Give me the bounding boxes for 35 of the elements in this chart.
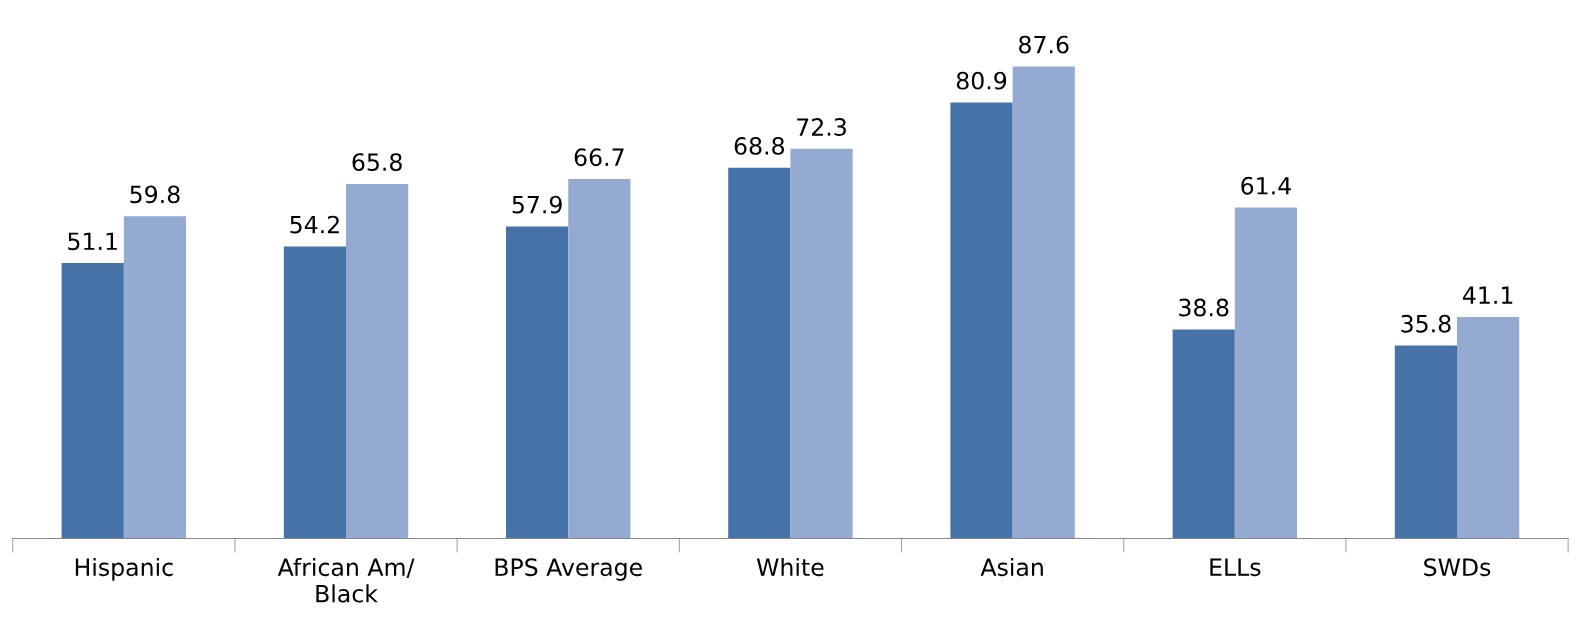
data-label: 72.3 xyxy=(797,118,846,136)
bar xyxy=(506,226,569,539)
x-tick-label: Hispanic xyxy=(75,557,173,581)
data-label: 41.1 xyxy=(1463,286,1513,304)
data-label: 68.8 xyxy=(734,136,784,155)
x-tick-label: African Am/ Black xyxy=(277,557,415,603)
x-tick-label: Asian xyxy=(980,557,1043,577)
bar xyxy=(1457,316,1520,539)
bar xyxy=(728,167,791,539)
data-label: 38.8 xyxy=(1179,298,1229,317)
x-tick-label: White xyxy=(756,557,824,577)
data-label: 80.9 xyxy=(956,71,1007,90)
data-label: 51.1 xyxy=(68,232,117,251)
x-tick-label: BPS Average xyxy=(495,558,642,581)
bar xyxy=(1012,66,1075,539)
bar xyxy=(1394,345,1458,539)
data-label: 57.9 xyxy=(512,195,562,214)
bar xyxy=(790,148,853,539)
bar xyxy=(568,179,631,539)
data-label: 35.8 xyxy=(1401,314,1451,333)
data-label: 87.6 xyxy=(1019,35,1069,54)
data-label: 61.4 xyxy=(1241,176,1291,195)
bar xyxy=(283,246,347,539)
data-label: 66.7 xyxy=(574,148,624,167)
data-label: 59.8 xyxy=(130,185,180,204)
data-label: 65.8 xyxy=(352,153,402,171)
data-label: 54.2 xyxy=(290,215,339,234)
bar xyxy=(346,183,409,539)
bar xyxy=(123,216,187,539)
x-tick-label: ELLs xyxy=(1210,558,1261,577)
bar xyxy=(1172,329,1235,539)
bar xyxy=(1234,207,1298,539)
x-tick-label: SWDs xyxy=(1424,558,1491,577)
bar xyxy=(950,102,1013,539)
bar xyxy=(61,263,124,539)
